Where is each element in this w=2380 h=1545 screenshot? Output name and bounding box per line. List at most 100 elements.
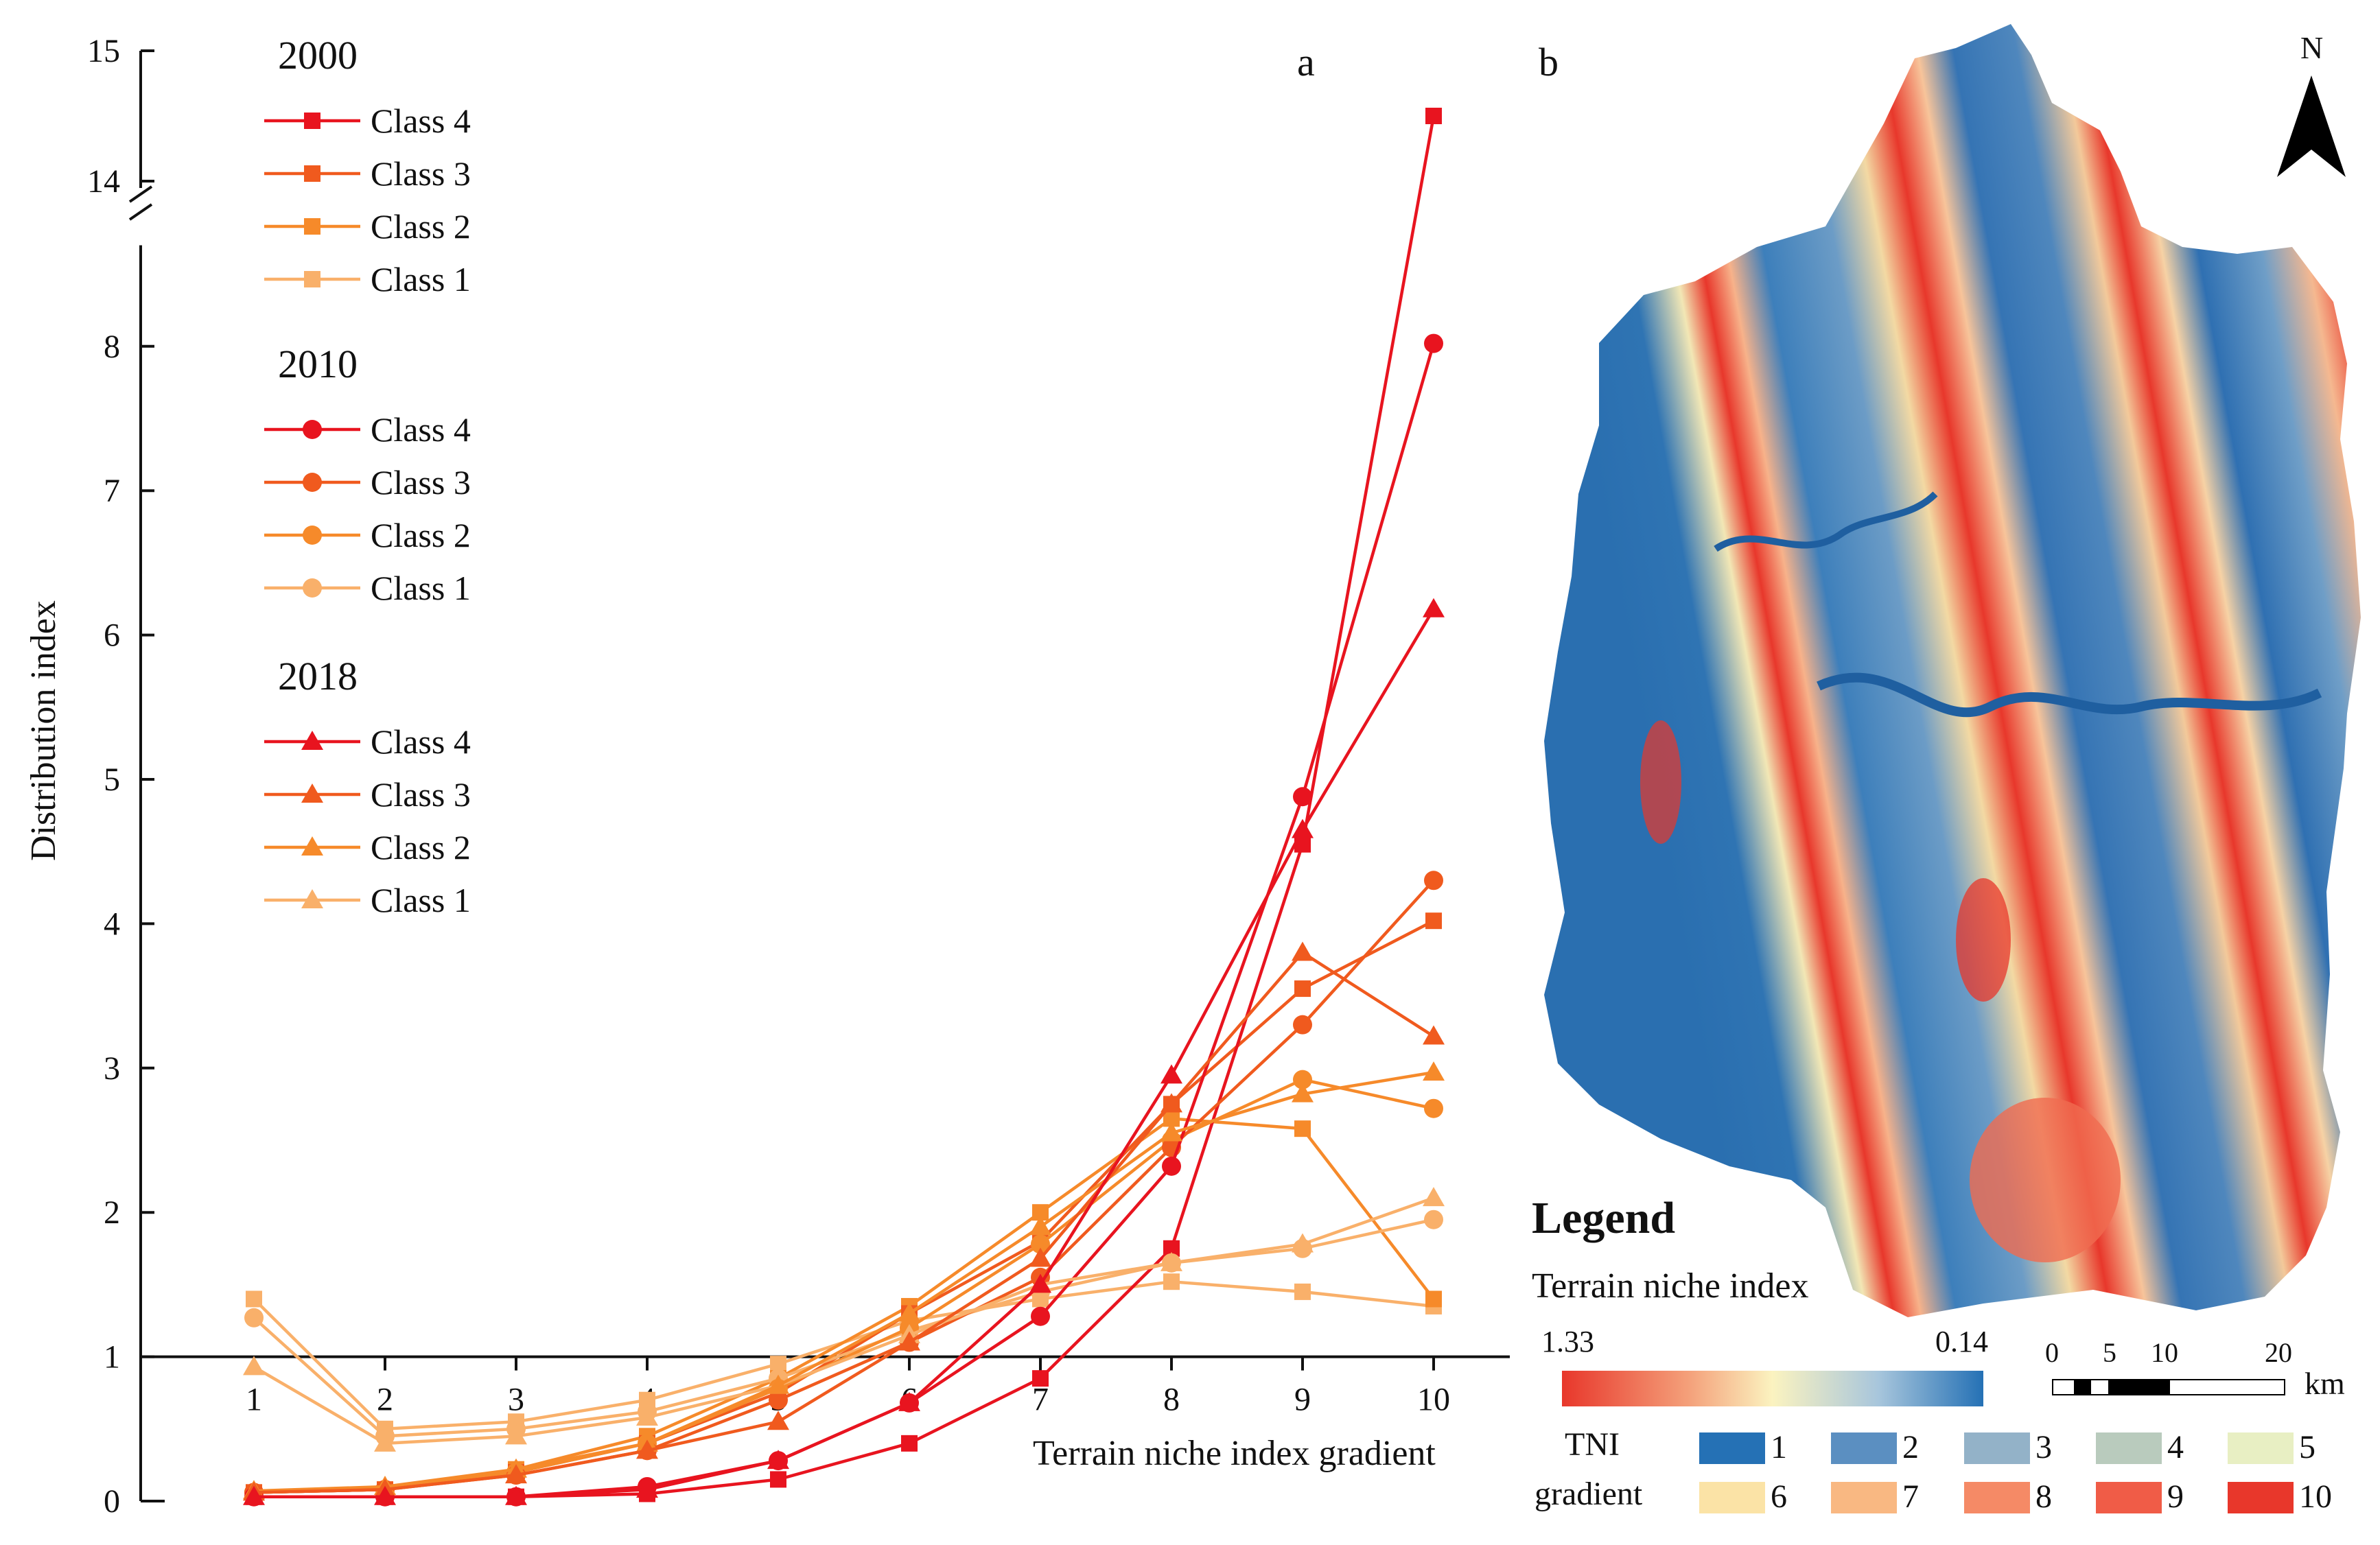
line-2018-class-1 [253, 1196, 1434, 1446]
legend-year-2000: 2000 [278, 33, 358, 78]
scale-tick-0: 0 [2045, 1337, 2059, 1368]
tni-swatch-label-5: 5 [2299, 1429, 2315, 1465]
legend-marker-2018-0 [301, 731, 323, 750]
x-tick-label-2: 2 [377, 1382, 393, 1418]
tni-gradient-label-line1: TNI [1565, 1426, 1620, 1463]
tni-swatch-10 [2228, 1482, 2294, 1513]
y-tick-label-3: 3 [104, 1050, 120, 1087]
point-2018-class-2-6 [898, 1302, 920, 1322]
point-2010-class-4-9 [1293, 787, 1312, 807]
legend-marker-2010-0 [303, 420, 322, 439]
tni-swatch-label-10: 10 [2299, 1478, 2332, 1515]
point-2018-class-3-7 [1029, 1247, 1051, 1267]
point-2018-class-4-8 [1160, 1064, 1182, 1084]
legend-label-2018-2: Class 2 [371, 828, 471, 866]
y-tick-label-15: 15 [87, 33, 120, 69]
point-2018-class-2-10 [1423, 1061, 1445, 1081]
point-2018-class-1-1 [243, 1356, 265, 1376]
scale-tick-10: 10 [2151, 1337, 2178, 1368]
series-2018-class-4 [243, 598, 1445, 1505]
legend-marker-2018-3 [301, 889, 323, 908]
point-2018-class-3-5 [767, 1411, 789, 1430]
legend-marker-2000-1 [304, 165, 320, 182]
y-tick-label-14: 14 [87, 163, 120, 200]
point-2018-class-4-1 [243, 1485, 265, 1505]
y-tick-label-8: 8 [104, 329, 120, 365]
tni-swatch-label-3: 3 [2035, 1429, 2052, 1465]
chart-legend: 2000 Class 4 Class 3 Class 2 Class 1 2010 Clas… [264, 33, 471, 919]
point-2000-class-3-9 [1294, 980, 1311, 998]
series-layer [243, 108, 1445, 1507]
scale-bar [2052, 1379, 2285, 1395]
x-tick-label-3: 3 [508, 1382, 524, 1418]
legend-label-2010-2: Class 2 [371, 516, 471, 554]
tni-swatch-6 [1699, 1482, 1765, 1513]
legend-marker-2000-2 [304, 218, 320, 235]
y-tick-label-2: 2 [104, 1194, 120, 1231]
tni-swatch-9 [2096, 1482, 2162, 1513]
legend-marker-2000-0 [304, 113, 320, 129]
panel-label-b: b [1539, 40, 1559, 84]
legend-label-2000-3: Class 1 [371, 260, 471, 298]
tni-swatch-4 [2096, 1432, 2162, 1464]
axis-break-mark-1 [128, 185, 153, 203]
point-2010-class-2-10 [1424, 1098, 1443, 1118]
color-ramp [1562, 1371, 1983, 1406]
legend-marker-2010-1 [303, 473, 322, 492]
legend-label-2010-1: Class 3 [371, 463, 471, 502]
point-2000-class-4-6 [901, 1435, 918, 1452]
line-2018-class-3 [253, 951, 1435, 1494]
point-2000-class-1-9 [1294, 1283, 1311, 1300]
y-tick-label-7: 7 [104, 473, 120, 509]
legend-label-2018-1: Class 3 [371, 775, 471, 814]
point-2018-class-2-5 [767, 1374, 789, 1394]
legend-label-2018-0: Class 4 [371, 722, 471, 761]
legend-year-2018: 2018 [278, 654, 358, 698]
point-2010-class-3-10 [1424, 871, 1443, 891]
line-2010-class-1 [253, 1218, 1434, 1438]
point-2018-class-3-10 [1423, 1025, 1445, 1045]
legend-marker-2010-3 [303, 578, 322, 598]
legend-marker-2018-2 [301, 836, 323, 856]
axis-break-mark-2 [128, 203, 153, 221]
point-2018-class-1-4 [636, 1406, 658, 1426]
legend-year-2010: 2010 [278, 342, 358, 386]
point-2018-class-4-5 [767, 1450, 789, 1470]
point-2018-class-2-8 [1160, 1122, 1182, 1142]
north-label: N [2300, 30, 2323, 65]
tni-swatch-3 [1964, 1432, 2030, 1464]
map-legend-title: Legend [1532, 1193, 1676, 1243]
legend-label-2000-1: Class 3 [371, 154, 471, 193]
point-2010-class-4-8 [1162, 1156, 1181, 1176]
point-2018-class-3-3 [505, 1464, 527, 1484]
scale-tick-5: 5 [2103, 1337, 2116, 1368]
point-2000-class-3-10 [1425, 912, 1442, 930]
point-2018-class-1-10 [1423, 1187, 1445, 1207]
y-axis-label: Distribution index [24, 600, 63, 861]
point-2010-class-3-5 [769, 1390, 788, 1410]
legend-label-2000-0: Class 4 [371, 102, 471, 140]
legend-marker-2010-2 [303, 526, 322, 545]
point-2018-class-1-9 [1292, 1233, 1314, 1253]
point-2010-class-3-9 [1293, 1015, 1312, 1035]
point-2010-class-2-9 [1293, 1070, 1312, 1089]
tni-swatch-label-4: 4 [2167, 1429, 2184, 1465]
x-tick-label-7: 7 [1032, 1382, 1049, 1418]
tni-swatch-label-1: 1 [1771, 1429, 1787, 1465]
y-tick-label-6: 6 [104, 617, 120, 654]
point-2018-class-3-6 [898, 1331, 920, 1351]
panel-label-a: a [1297, 40, 1315, 84]
tni-swatch-1 [1699, 1432, 1765, 1464]
point-2000-class-2-10 [1425, 1290, 1442, 1308]
tni-swatch-2 [1831, 1432, 1897, 1464]
north-arrow-icon [2277, 75, 2346, 177]
tni-swatch-label-2: 2 [1902, 1429, 1919, 1465]
ramp-min-label: 0.14 [1935, 1325, 1988, 1358]
point-2018-class-2-9 [1292, 1083, 1314, 1102]
point-2018-class-4-6 [898, 1391, 920, 1411]
point-2018-class-4-10 [1423, 598, 1445, 617]
line-2018-class-4 [254, 608, 1435, 1498]
tni-swatch-label-8: 8 [2035, 1478, 2052, 1515]
legend-marker-2000-3 [304, 271, 320, 287]
